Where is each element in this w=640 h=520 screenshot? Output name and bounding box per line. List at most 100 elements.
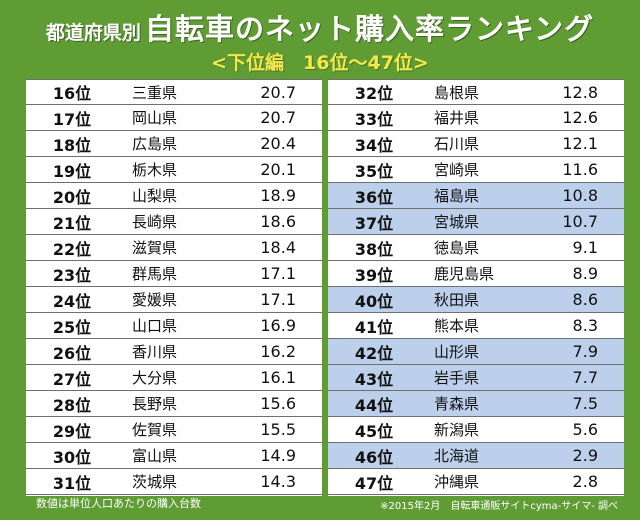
value-cell: 9.1 — [572, 238, 598, 257]
rank-cell: 26位 — [52, 343, 92, 363]
rank-cell: 46位 — [354, 447, 394, 467]
rank-cell: 27位 — [52, 369, 92, 389]
rank-cell: 25位 — [52, 317, 92, 337]
prefecture-cell: 島根県 — [434, 83, 480, 102]
prefecture-cell: 岡山県 — [132, 109, 178, 127]
value-cell: 20.4 — [260, 134, 296, 153]
table-row: 17位 岡山県 20.7 — [26, 105, 322, 131]
rank-cell: 28位 — [52, 395, 92, 415]
value-cell: 15.6 — [260, 394, 296, 413]
value-cell: 14.9 — [260, 446, 296, 465]
value-cell: 2.8 — [572, 472, 598, 491]
table-row: 20位 山梨県 18.9 — [26, 183, 322, 209]
rank-cell: 34位 — [354, 135, 394, 155]
table-row: 16位 三重県 20.7 — [26, 79, 322, 105]
table-row: 38位 徳島県 9.1 — [328, 235, 624, 261]
prefecture-cell: 栃木県 — [132, 161, 178, 179]
prefecture-cell: 宮崎県 — [434, 161, 480, 179]
table-row: 44位 青森県 7.5 — [328, 391, 624, 417]
prefecture-cell: 新潟県 — [434, 421, 480, 439]
rank-cell: 21位 — [52, 213, 92, 233]
value-cell: 12.8 — [562, 82, 598, 102]
table-row: 41位 熊本県 8.3 — [328, 313, 624, 339]
prefecture-cell: 岩手県 — [434, 369, 480, 387]
rank-cell: 29位 — [52, 421, 92, 441]
table-row: 47位 沖縄県 2.8 — [328, 469, 624, 495]
title-prefix: 都道府県別 — [45, 22, 141, 44]
table-row: 46位 北海道 2.9 — [328, 443, 624, 469]
value-cell: 8.6 — [572, 290, 598, 309]
rank-cell: 37位 — [354, 213, 394, 233]
value-cell: 7.7 — [572, 368, 598, 387]
value-cell: 10.8 — [562, 186, 598, 205]
prefecture-cell: 滋賀県 — [132, 239, 178, 257]
prefecture-cell: 広島県 — [132, 135, 178, 153]
rank-cell: 31位 — [52, 473, 92, 493]
value-cell: 8.9 — [572, 264, 598, 283]
prefecture-cell: 富山県 — [132, 447, 178, 465]
value-cell: 8.3 — [572, 316, 598, 335]
value-cell: 17.1 — [260, 264, 296, 283]
ranking-table-left: 16位 三重県 20.7 17位 岡山県 20.7 18位 広島県 20.4 19位 栃木県 20.1… — [26, 79, 322, 496]
table-row: 28位 長野県 15.6 — [26, 391, 322, 417]
prefecture-cell: 大分県 — [132, 369, 178, 387]
table-row: 40位 秋田県 8.6 — [328, 287, 624, 313]
rank-cell: 24位 — [52, 291, 92, 311]
table-row: 37位 宮城県 10.7 — [328, 209, 624, 235]
value-cell: 20.7 — [260, 82, 296, 102]
rank-cell: 20位 — [52, 187, 92, 207]
table-row: 29位 佐賀県 15.5 — [26, 417, 322, 443]
table-row: 34位 石川県 12.1 — [328, 131, 624, 157]
value-cell: 16.2 — [260, 342, 296, 361]
prefecture-cell: 佐賀県 — [132, 421, 178, 439]
table-row: 23位 群馬県 17.1 — [26, 261, 322, 287]
table-row: 19位 栃木県 20.1 — [26, 157, 322, 183]
table-row: 45位 新潟県 5.6 — [328, 417, 624, 443]
prefecture-cell: 三重県 — [132, 83, 178, 102]
value-cell: 18.6 — [260, 212, 296, 231]
table-row: 32位 島根県 12.8 — [328, 79, 624, 105]
table-row: 33位 福井県 12.6 — [328, 105, 624, 131]
prefecture-cell: 茨城県 — [132, 473, 178, 491]
value-cell: 7.9 — [572, 342, 598, 361]
prefecture-cell: 山口県 — [132, 317, 178, 335]
value-cell: 18.9 — [260, 186, 296, 205]
rank-cell: 16位 — [52, 84, 92, 103]
table-row: 24位 愛媛県 17.1 — [26, 287, 322, 313]
value-cell: 10.7 — [562, 212, 598, 231]
prefecture-cell: 山梨県 — [132, 187, 178, 205]
title-main: 自転車のネット購入率ランキング — [144, 12, 595, 46]
table-row: 39位 鹿児島県 8.9 — [328, 261, 624, 287]
rank-cell: 44位 — [354, 395, 394, 415]
prefecture-cell: 石川県 — [434, 135, 480, 153]
value-cell: 7.5 — [572, 394, 598, 413]
prefecture-cell: 鹿児島県 — [434, 265, 495, 283]
value-cell: 20.7 — [260, 108, 296, 127]
value-cell: 20.1 — [260, 160, 296, 179]
rank-cell: 43位 — [354, 369, 394, 389]
prefecture-cell: 長崎県 — [132, 213, 178, 231]
rank-cell: 18位 — [52, 135, 92, 155]
rank-cell: 19位 — [52, 161, 92, 181]
table-row: 31位 茨城県 14.3 — [26, 469, 322, 495]
chart-subtitle: <下位編 16位～47位> — [211, 52, 429, 74]
value-cell: 5.6 — [572, 420, 598, 439]
rank-cell: 39位 — [354, 265, 394, 285]
chart-title: 都道府県別 自転車のネット購入率ランキング — [0, 6, 640, 46]
rank-cell: 45位 — [354, 421, 394, 441]
table-row: 21位 長崎県 18.6 — [26, 209, 322, 235]
prefecture-cell: 長野県 — [132, 395, 178, 413]
prefecture-cell: 青森県 — [434, 395, 480, 413]
prefecture-cell: 福島県 — [434, 187, 480, 205]
table-row: 27位 大分県 16.1 — [26, 365, 322, 391]
footer-note: 数値は単位人口あたりの購入台数 — [36, 497, 201, 510]
table-row: 43位 岩手県 7.7 — [328, 365, 624, 391]
prefecture-cell: 香川県 — [132, 343, 178, 361]
value-cell: 12.6 — [562, 108, 598, 127]
rank-cell: 36位 — [354, 187, 394, 207]
value-cell: 16.9 — [260, 316, 296, 335]
table-row: 42位 山形県 7.9 — [328, 339, 624, 365]
ranking-table-right: 32位 島根県 12.8 33位 福井県 12.6 34位 石川県 12.1 35位 宮崎県 11.6… — [328, 79, 624, 496]
rank-cell: 32位 — [354, 84, 394, 103]
prefecture-cell: 群馬県 — [132, 265, 178, 283]
